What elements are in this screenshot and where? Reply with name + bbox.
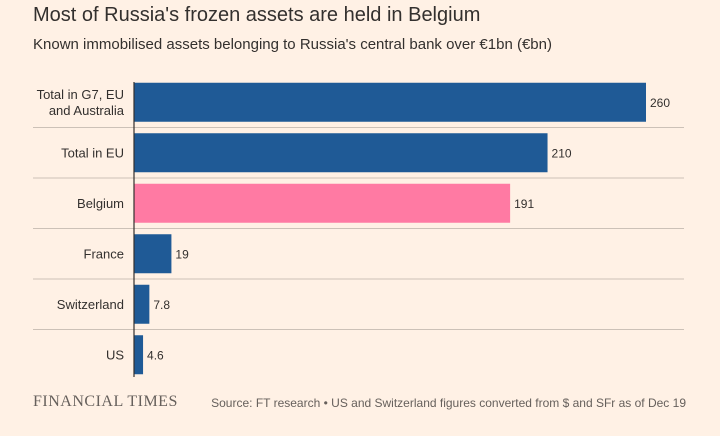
- value-label: 210: [552, 146, 572, 160]
- bar-chart: Total in G7, EU and Australia 260 Total in …: [33, 82, 684, 377]
- chart-subtitle: Known immobilised assets belonging to Ru…: [33, 36, 552, 53]
- category-label: Switzerland: [57, 297, 124, 312]
- bar: [134, 335, 144, 375]
- bar: [134, 82, 646, 122]
- value-label: 191: [514, 197, 534, 211]
- bar: [134, 284, 150, 324]
- category-label: US: [106, 347, 124, 362]
- bar: [134, 234, 172, 274]
- chart-title: Most of Russia's frozen assets are held …: [33, 4, 481, 26]
- bar: [134, 133, 548, 173]
- bar: [134, 183, 511, 223]
- value-label: 19: [175, 247, 189, 261]
- category-label: Belgium: [77, 196, 124, 211]
- value-label: 7.8: [153, 298, 170, 312]
- category-label: Total in G7, EU and Australia: [37, 87, 125, 118]
- ft-logo: FINANCIAL TIMES: [33, 393, 178, 410]
- source-note: Source: FT research • US and Switzerland…: [211, 396, 686, 410]
- category-label: Total in EU: [61, 145, 124, 160]
- value-label: 260: [650, 96, 670, 110]
- value-label: 4.6: [147, 348, 164, 362]
- category-label: France: [84, 246, 124, 261]
